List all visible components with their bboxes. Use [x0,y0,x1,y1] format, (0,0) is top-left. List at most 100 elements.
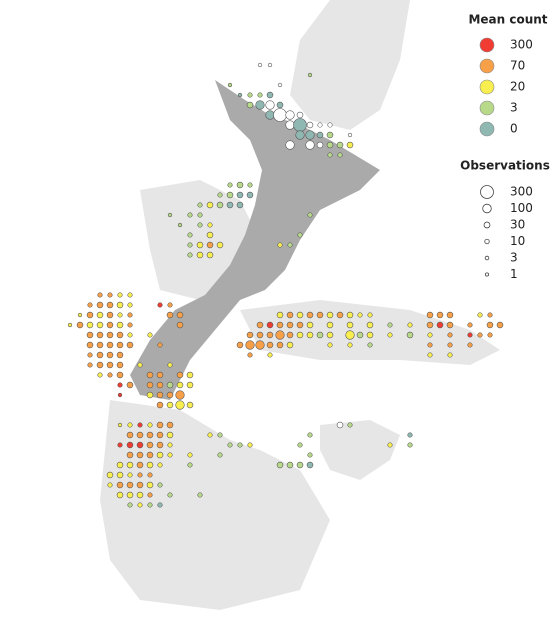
marker [237,442,243,448]
marker [336,141,344,149]
marker [237,92,243,98]
marker [387,442,393,448]
marker [117,442,123,448]
marker [197,212,203,218]
legend-size [484,238,490,245]
marker [266,341,274,349]
marker [146,381,154,389]
marker [87,302,93,308]
marker [126,431,134,439]
marker [227,82,233,88]
marker [116,371,124,379]
legend-swatch [479,37,495,53]
marker [106,331,114,339]
marker [96,321,104,329]
legend-label: 3 [510,101,518,115]
marker [106,311,114,319]
legend-label: 0 [510,122,518,136]
marker [226,191,234,199]
marker [407,432,413,438]
marker [206,251,214,259]
marker [285,120,295,130]
marker [196,241,204,249]
marker [446,311,454,319]
marker [407,442,413,448]
marker [227,182,233,188]
marker [196,251,204,259]
marker [446,321,454,329]
marker [206,241,214,249]
marker [286,341,294,349]
marker [367,342,373,348]
legend-title: Observations [460,159,550,173]
marker [357,312,363,318]
marker [127,472,133,478]
marker [126,381,134,389]
legend-swatch [479,121,495,137]
marker [117,382,123,388]
marker [347,132,353,138]
marker [126,461,134,469]
marker [146,451,154,459]
marker [166,311,174,319]
marker [127,502,133,508]
marker [167,442,173,448]
marker [86,331,94,339]
marker [167,212,173,218]
marker [326,141,334,149]
marker [197,202,203,208]
marker [197,222,203,228]
marker [126,481,134,489]
marker [147,472,153,478]
marker [127,312,133,318]
marker [427,332,433,338]
legend-swatch [479,100,495,116]
land-light [100,400,330,610]
marker [296,461,304,469]
marker [116,351,124,359]
marker [257,92,263,98]
marker [345,330,355,340]
marker [156,451,164,459]
markers [67,62,504,508]
marker [246,191,254,199]
marker [147,332,153,338]
marker [136,461,144,469]
legend-label: 20 [510,80,525,94]
marker [427,342,433,348]
marker [316,131,324,139]
marker [296,311,304,319]
legend-size [482,203,492,214]
marker [307,452,313,458]
marker [336,421,344,429]
marker [166,381,174,389]
legend-size [480,185,494,199]
marker [116,481,124,489]
marker [116,301,124,309]
marker [285,140,295,150]
marker [176,321,184,329]
marker [327,122,333,128]
marker [146,371,154,379]
marker [266,91,274,99]
marker [86,341,94,349]
marker [246,101,254,109]
marker [157,462,163,468]
marker [117,422,123,428]
marker [206,201,214,209]
marker [187,212,193,218]
marker [467,342,473,348]
marker [206,231,214,239]
marker [207,432,213,438]
marker [265,100,275,110]
marker [276,321,284,329]
marker [126,441,134,449]
marker [296,331,304,339]
land [100,0,500,610]
marker [187,252,193,258]
marker [127,302,133,308]
marker [266,331,274,339]
marker [366,331,374,339]
marker [176,381,184,389]
marker [467,332,473,338]
